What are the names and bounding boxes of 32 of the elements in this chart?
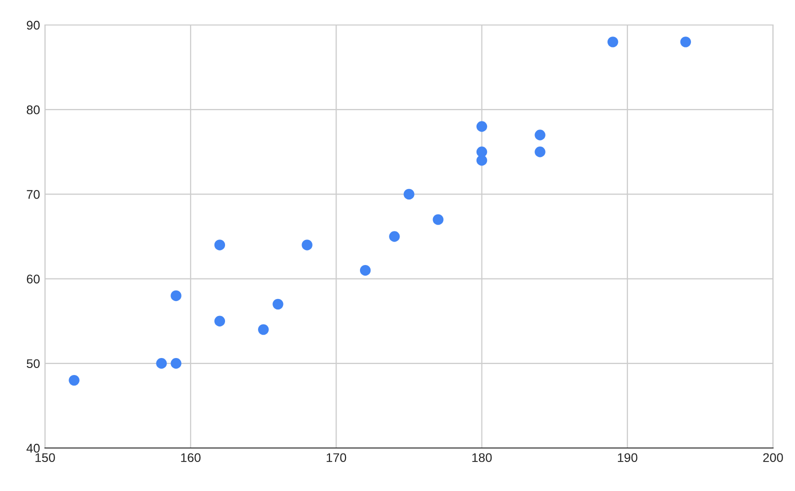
point — [156, 358, 167, 369]
point — [258, 324, 269, 335]
point — [302, 240, 312, 250]
point — [476, 146, 488, 158]
x-tick-label: 160 — [181, 453, 201, 462]
x-tick-label: 170 — [326, 453, 346, 462]
point — [170, 358, 182, 369]
y-tick-label: 50 — [26, 359, 40, 368]
point — [272, 298, 284, 310]
y-tick-label: 80 — [26, 105, 40, 114]
point — [476, 121, 488, 132]
x-tick-label: 180 — [472, 453, 492, 462]
x-tick-label: 150 — [36, 453, 55, 462]
y-tick-label: 90 — [26, 20, 40, 30]
point — [214, 316, 226, 326]
point — [170, 290, 182, 302]
y-tick-label: 60 — [26, 274, 40, 284]
point — [432, 214, 444, 225]
point — [534, 146, 546, 158]
point — [389, 231, 400, 242]
point — [360, 264, 371, 276]
point — [476, 155, 488, 166]
x-tick-label: 200 — [763, 453, 783, 462]
point — [214, 240, 226, 250]
y-tick-label: 40 — [26, 444, 40, 453]
point — [680, 36, 691, 48]
point — [68, 374, 80, 386]
y-tick-label: 70 — [26, 190, 40, 199]
x-tick-label: 190 — [618, 453, 638, 462]
point — [404, 188, 414, 200]
point — [607, 36, 618, 48]
point — [534, 130, 546, 140]
